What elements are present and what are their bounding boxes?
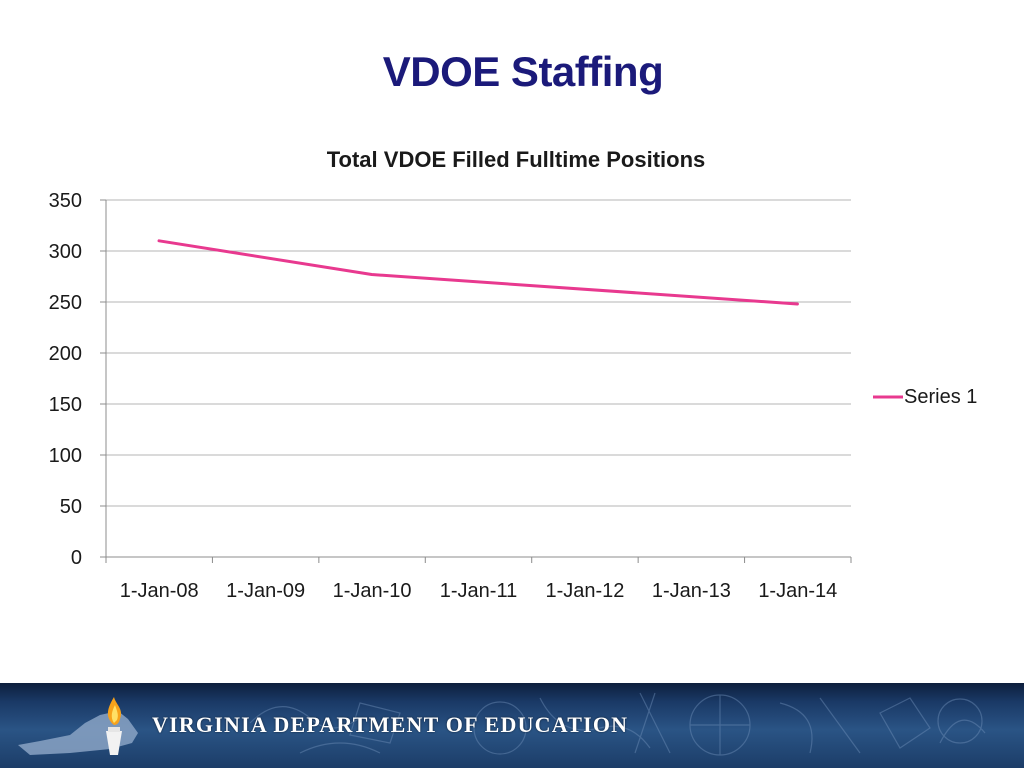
legend-label: Series 1 xyxy=(904,386,977,408)
axes xyxy=(100,199,852,563)
y-tick-label: 200 xyxy=(49,343,82,365)
x-tick-label: 1-Jan-13 xyxy=(652,580,731,602)
x-tick-label: 1-Jan-08 xyxy=(120,580,199,602)
series-line xyxy=(157,239,799,306)
footer-banner: VIRGINIA DEPARTMENT OF EDUCATION xyxy=(0,683,1024,768)
chart-title: Total VDOE Filled Fulltime Positions xyxy=(327,147,706,172)
footer-illustration xyxy=(18,692,986,756)
slide-title: VDOE Staffing xyxy=(382,48,664,95)
x-tick-label: 1-Jan-14 xyxy=(758,580,837,602)
y-tick-label: 350 xyxy=(49,190,82,212)
y-tick-label: 250 xyxy=(49,292,82,314)
x-tick-label: 1-Jan-11 xyxy=(440,580,517,602)
y-tick-labels: 0 50 100 150 200 250 300 350 xyxy=(49,190,82,569)
y-tick-label: 150 xyxy=(49,394,82,416)
y-tick-label: 50 xyxy=(60,496,82,518)
x-tick-label: 1-Jan-12 xyxy=(545,580,624,602)
x-tick-label: 1-Jan-09 xyxy=(226,580,305,602)
x-tick-labels: 1-Jan-08 1-Jan-09 1-Jan-10 1-Jan-11 1-Jan-12… xyxy=(120,580,838,602)
footer-organization-name: VIRGINIA DEPARTMENT OF EDUCATION xyxy=(152,712,629,737)
y-tick-label: 0 xyxy=(71,547,82,569)
y-tick-label: 300 xyxy=(49,241,82,263)
line-chart: Total VDOE Filled Fulltime Positions 0 50… xyxy=(49,147,978,602)
legend: Series 1 xyxy=(873,386,977,408)
x-tick-label: 1-Jan-10 xyxy=(333,580,412,602)
y-tick-label: 100 xyxy=(49,445,82,467)
torch-logo-icon xyxy=(106,697,122,755)
virginia-map-icon xyxy=(18,711,138,755)
gridlines xyxy=(106,199,851,507)
series-lines xyxy=(157,239,799,306)
